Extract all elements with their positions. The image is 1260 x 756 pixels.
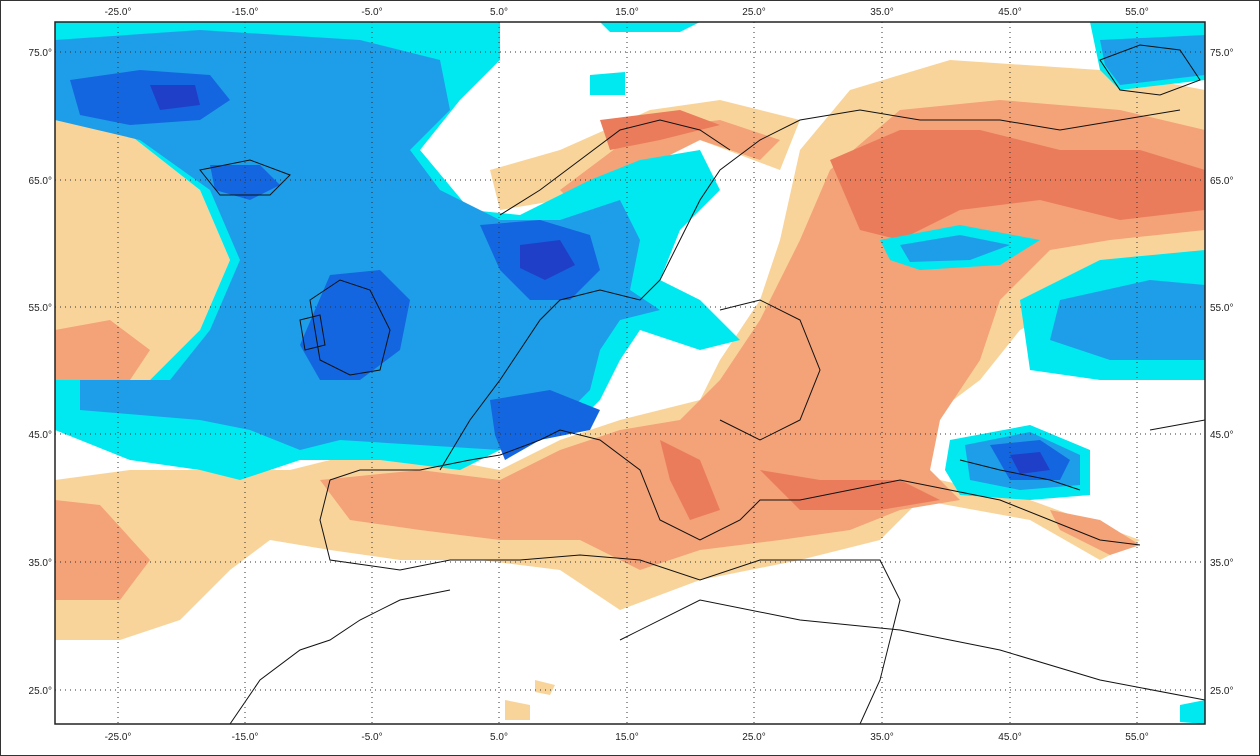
longitude-labels-bottom: -25.0° -15.0° -5.0° 5.0° 15.0° 25.0° 35.0° 45.0… [105,732,1149,743]
longitude-label: -15.0° [232,732,259,743]
latitude-label: 55.0° [29,303,52,314]
latitude-label: 55.0° [1210,303,1233,314]
longitude-label: -5.0° [361,7,382,18]
latitude-label: 45.0° [1210,430,1233,441]
longitude-label: -15.0° [232,7,259,18]
coastlines-and-borders [199,44,1205,724]
warm-anomaly-strong [600,110,1205,520]
longitude-labels-top: -25.0° -15.0° -5.0° 5.0° 15.0° 25.0° 35.0° 45.0… [105,7,1149,18]
longitude-label: 45.0° [998,732,1021,743]
latitude-label: 45.0° [29,430,52,441]
plot-border [54,21,1206,725]
longitude-label: -25.0° [105,732,132,743]
latitude-label: 25.0° [1210,686,1233,697]
cool-anomaly-strong [70,70,1070,480]
longitude-label: 15.0° [615,732,638,743]
longitude-label: 55.0° [1125,732,1148,743]
longitude-label: 55.0° [1125,7,1148,18]
latitude-labels-left: 75.0° 65.0° 55.0° 45.0° 35.0° 25.0° [29,48,52,697]
latitude-label: 75.0° [29,48,52,59]
longitude-label: 25.0° [742,7,765,18]
latitude-label: 65.0° [29,176,52,187]
longitude-label: 5.0° [490,7,508,18]
latitude-label: 75.0° [1210,48,1233,59]
warm-anomaly-mid [55,100,1205,600]
longitude-label: 45.0° [998,7,1021,18]
latitude-label: 25.0° [29,686,52,697]
cool-anomaly-extreme [150,85,1050,474]
map-plot-area [55,22,1205,724]
latitude-label: 65.0° [1210,176,1233,187]
longitude-label: 5.0° [490,732,508,743]
longitude-label: 35.0° [870,732,893,743]
longitude-label: 35.0° [870,7,893,18]
longitude-label: 25.0° [742,732,765,743]
latitude-label: 35.0° [1210,558,1233,569]
longitude-label: 15.0° [615,7,638,18]
longitude-label: -5.0° [361,732,382,743]
latitude-labels-right: 75.0° 65.0° 55.0° 45.0° 35.0° 25.0° [1210,48,1233,697]
longitude-label: -25.0° [105,7,132,18]
latitude-label: 35.0° [29,558,52,569]
graticule [55,22,1205,724]
